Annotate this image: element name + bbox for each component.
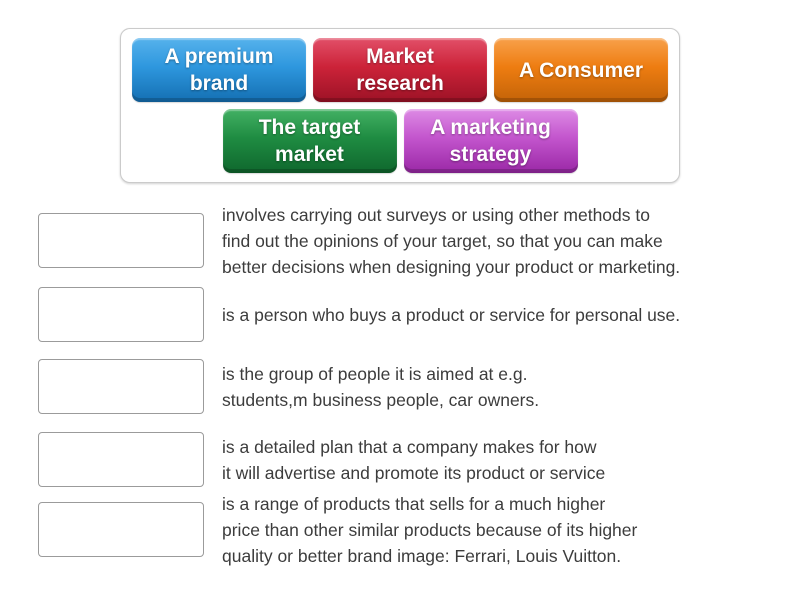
answer-drop-zone-2[interactable] — [38, 287, 204, 342]
word-tile-a-consumer[interactable]: A Consumer — [494, 38, 668, 102]
word-bank-panel: A premium brand Market research A Consum… — [120, 28, 680, 183]
word-tile-a-premium-brand[interactable]: A premium brand — [132, 38, 306, 102]
match-row-5: is a range of products that sells for a … — [38, 494, 778, 566]
answer-drop-zone-3[interactable] — [38, 359, 204, 414]
word-bank-row-2: The target market A marketing strategy — [222, 109, 578, 173]
match-row-1: involves carrying out surveys or using o… — [38, 205, 778, 277]
answer-drop-zone-5[interactable] — [38, 502, 204, 557]
definition-text-2: is a person who buys a product or servic… — [222, 304, 681, 325]
match-row-3: is the group of people it is aimed at e.… — [38, 359, 778, 414]
answer-drop-zone-4[interactable] — [38, 432, 204, 487]
word-bank-row-1: A premium brand Market research A Consum… — [132, 38, 668, 102]
answer-drop-zone-1[interactable] — [38, 213, 204, 268]
definition-text-1: involves carrying out surveys or using o… — [222, 204, 681, 277]
word-tile-the-target-market[interactable]: The target market — [222, 109, 397, 173]
word-tile-market-research[interactable]: Market research — [313, 38, 487, 102]
definition-text-5: is a range of products that sells for a … — [222, 493, 638, 566]
word-tile-a-marketing-strategy[interactable]: A marketing strategy — [403, 109, 578, 173]
match-row-4: is a detailed plan that a company makes … — [38, 432, 778, 487]
match-row-2: is a person who buys a product or servic… — [38, 287, 778, 342]
definition-text-4: is a detailed plan that a company makes … — [222, 436, 606, 483]
definition-text-3: is the group of people it is aimed at e.… — [222, 363, 540, 410]
